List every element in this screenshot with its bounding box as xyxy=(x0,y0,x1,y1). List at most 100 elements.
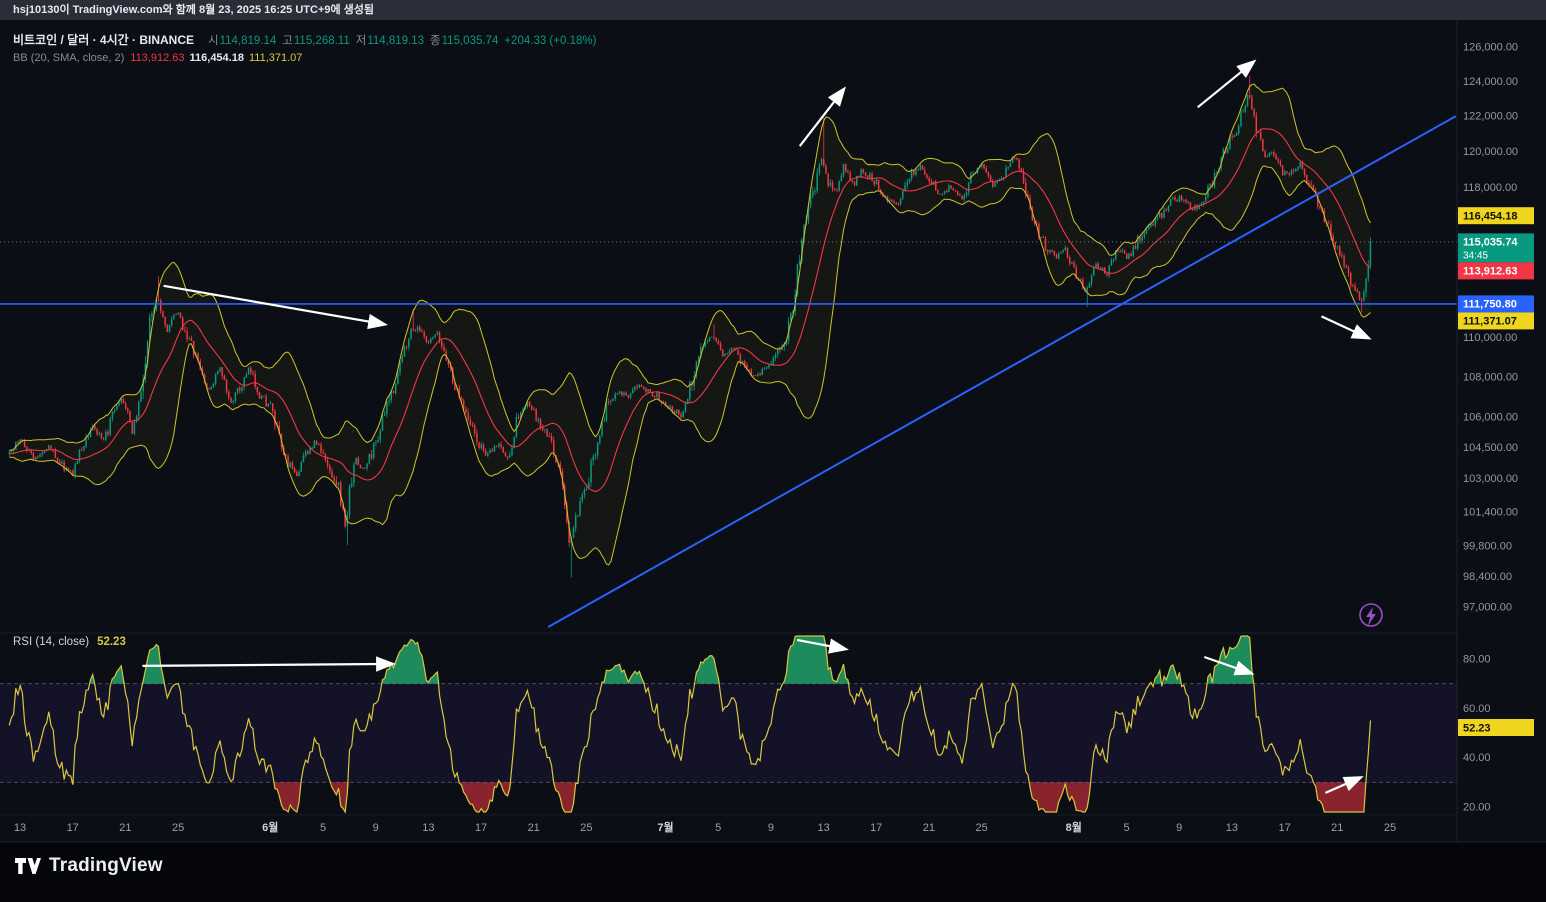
candle-body xyxy=(827,174,829,186)
candle-body xyxy=(1251,97,1253,109)
candle-body xyxy=(597,443,599,456)
candle-body xyxy=(1187,202,1189,203)
candle-body xyxy=(1286,171,1288,172)
rsi-tick-label: 40.00 xyxy=(1463,752,1491,764)
rsi-indicator-row[interactable]: RSI (14, close)52.23 xyxy=(13,636,126,648)
candle-body xyxy=(186,331,188,339)
candle-body xyxy=(632,390,634,394)
candle-body xyxy=(476,433,478,442)
bb-indicator-row[interactable]: BB (20, SMA, close, 2)113,912.63116,454.… xyxy=(13,49,596,66)
candle-body xyxy=(502,447,504,452)
candle-body xyxy=(768,365,770,367)
candle-body xyxy=(35,457,37,460)
candle-body xyxy=(408,339,410,347)
candle-body xyxy=(654,396,656,397)
price-tick-label: 106,000.00 xyxy=(1463,412,1518,424)
candle-body xyxy=(105,432,107,440)
candle-body xyxy=(331,471,333,477)
candle-body xyxy=(116,405,118,410)
candle-body xyxy=(171,319,173,326)
candle-body xyxy=(733,348,735,349)
candle-body xyxy=(175,314,177,315)
candle-body xyxy=(169,325,171,332)
symbol-title: 비트코인 / 달러 · 4시간 · BINANCE xyxy=(13,33,194,47)
chart-canvas[interactable]: 126,000.00124,000.00122,000.00120,000.00… xyxy=(0,0,1546,902)
candle-body xyxy=(1172,198,1174,200)
candle-body xyxy=(1354,286,1356,291)
candle-body xyxy=(140,392,142,402)
candle-body xyxy=(634,387,636,390)
candle-body xyxy=(1249,95,1251,97)
price-tick-label: 124,000.00 xyxy=(1463,76,1518,88)
candle-body xyxy=(511,447,513,455)
candle-body xyxy=(920,165,922,169)
close-value: 115,035.74 xyxy=(442,35,499,47)
candle-body xyxy=(59,462,61,464)
price-tick-label: 104,500.00 xyxy=(1463,442,1518,454)
candle-body xyxy=(1051,250,1053,251)
candle-body xyxy=(718,341,720,344)
tradingview-logo[interactable]: TradingView xyxy=(15,855,163,877)
candle-body xyxy=(239,388,241,391)
candle-body xyxy=(237,388,239,392)
last-price-label: 115,035.7434:45 xyxy=(1458,233,1534,262)
candle-body xyxy=(957,191,959,195)
candle-body xyxy=(1277,159,1279,161)
candle-body xyxy=(252,373,254,374)
candle-body xyxy=(496,446,498,447)
candle-body xyxy=(753,375,755,376)
close-label: 종 xyxy=(430,35,441,47)
candle-body xyxy=(1293,170,1295,171)
candle-body xyxy=(779,350,781,351)
candle-body xyxy=(893,201,895,203)
candle-body xyxy=(1310,184,1312,185)
candle-body xyxy=(1295,169,1297,172)
candle-body xyxy=(221,367,223,376)
candle-body xyxy=(1119,251,1121,252)
candle-body xyxy=(821,159,823,165)
candle-body xyxy=(483,444,485,450)
candle-body xyxy=(535,409,537,420)
candle-body xyxy=(401,357,403,363)
candle-body xyxy=(955,191,957,192)
candle-body xyxy=(533,409,535,410)
open-value: 114,819.14 xyxy=(220,35,277,47)
candle-body xyxy=(219,367,221,371)
candle-body xyxy=(173,315,175,319)
candle-body xyxy=(1054,251,1056,255)
candle-body xyxy=(316,441,318,444)
candle-body xyxy=(24,441,26,447)
symbol-row[interactable]: 비트코인 / 달러 · 4시간 · BINANCE시114,819.14고115… xyxy=(13,32,596,49)
candle-body xyxy=(678,410,680,414)
candle-body xyxy=(107,432,109,435)
time-tick-label: 17 xyxy=(1278,822,1290,834)
candle-body xyxy=(639,385,641,387)
candle-body xyxy=(432,337,434,339)
candle-body xyxy=(1306,175,1308,183)
candle-body xyxy=(1014,157,1016,158)
candle-body xyxy=(158,300,160,301)
attribution-text: hsj10130이 TradingView.com와 함께 8월 23, 202… xyxy=(13,4,374,16)
candle-body xyxy=(1157,217,1159,219)
candle-body xyxy=(814,191,816,192)
candle-body xyxy=(876,180,878,185)
price-tick-label: 120,000.00 xyxy=(1463,146,1518,158)
candle-body xyxy=(399,362,401,372)
candle-body xyxy=(437,333,439,335)
rsi-value: 52.23 xyxy=(97,636,126,648)
candle-body xyxy=(298,472,300,476)
candle-body xyxy=(382,416,384,431)
candle-body xyxy=(913,171,915,175)
candle-body xyxy=(138,402,140,416)
high-value: 115,268.11 xyxy=(294,35,350,47)
candle-body xyxy=(114,410,116,412)
candle-body xyxy=(1089,284,1091,288)
candle-body xyxy=(726,353,728,354)
candle-body xyxy=(902,191,904,199)
tradingview-logo-icon xyxy=(15,856,41,876)
candle-body xyxy=(1231,137,1233,138)
candle-body xyxy=(1163,210,1165,218)
candle-body xyxy=(1161,213,1163,218)
candle-body xyxy=(1370,242,1372,265)
candle-body xyxy=(1319,206,1321,207)
